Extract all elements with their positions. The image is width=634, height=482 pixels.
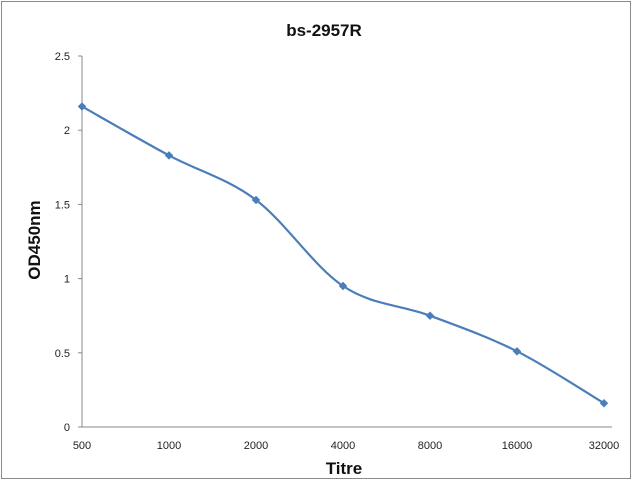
x-tick-label: 16000 [502,440,533,452]
x-axis: 500 1000 2000 4000 8000 16000 32000 [73,426,620,452]
series-line [81,105,605,405]
series-group [77,102,609,408]
data-point-marker [512,346,522,356]
x-tick-label: 8000 [418,440,442,452]
y-tick-label: 1.5 [55,199,70,211]
x-axis-label: Titre [326,459,363,478]
data-point-marker [251,195,261,205]
data-point-marker [164,151,174,160]
x-tick-label: 2000 [244,440,268,452]
data-point-marker [599,398,609,408]
data-point-marker [77,102,87,111]
y-tick-label: 1 [64,274,70,286]
x-tick-label: 32000 [589,440,620,452]
x-tick-label: 4000 [331,440,355,452]
data-point-marker [338,281,348,291]
x-tick-label: 1000 [157,440,181,452]
y-axis: 0 0.5 1 1.5 2 2.5 [55,51,83,434]
data-point-marker [425,311,435,321]
y-tick-label: 0.5 [55,348,70,360]
y-tick-label: 0 [64,422,70,434]
y-tick-label: 2.5 [55,51,70,63]
y-axis-label: OD450nm [25,200,44,279]
x-tick-label: 500 [73,440,91,452]
chart-title: bs-2957R [286,21,362,40]
y-tick-label: 2 [64,125,70,137]
